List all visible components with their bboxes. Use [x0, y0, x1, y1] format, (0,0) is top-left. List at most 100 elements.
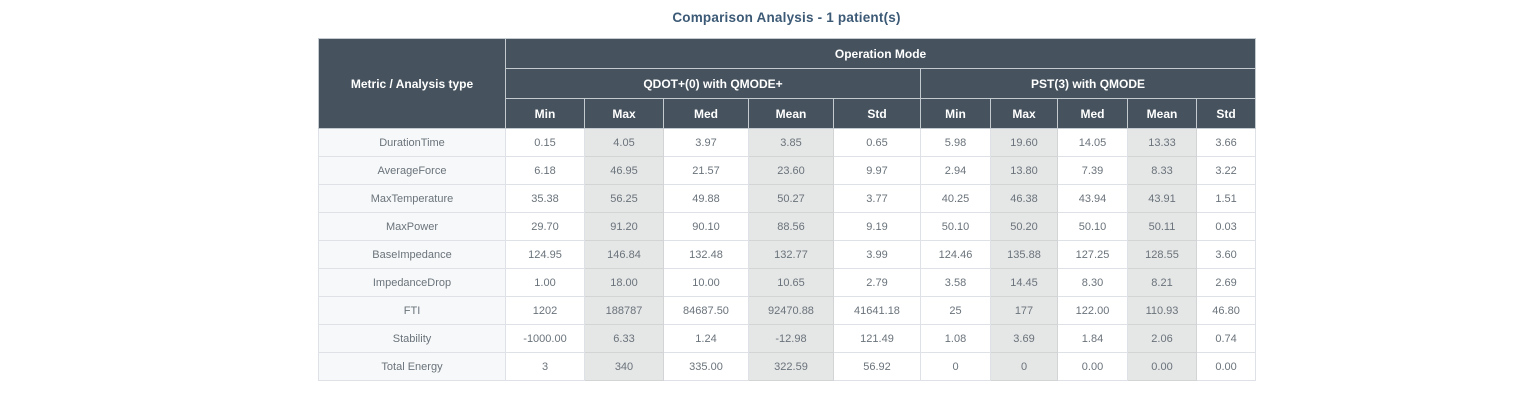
metric-label: BaseImpedance — [318, 240, 506, 269]
table-header: Metric / Analysis type Operation Mode QD… — [318, 38, 1257, 129]
stat-value-cell: 3.60 — [1195, 240, 1257, 269]
group-header-pst: PST(3) with QMODE — [919, 68, 1257, 99]
metric-label: MaxPower — [318, 212, 506, 241]
stat-value-cell: 3.66 — [1195, 128, 1257, 157]
stat-value-cell: 50.11 — [1127, 212, 1197, 241]
table-row: BaseImpedance 124.95 146.84 132.48 132.77 3.9… — [318, 240, 1257, 269]
stat-value-cell: 1.51 — [1195, 184, 1257, 213]
metric-label: Total Energy — [318, 352, 506, 381]
stat-value-cell: -1000.00 — [505, 324, 585, 353]
table-row: FTI 1202 188787 84687.50 92470.88 41641.18 25 1… — [318, 296, 1257, 325]
stat-value-cell: 13.33 — [1127, 128, 1197, 157]
stat-value-cell: 0.00 — [1057, 352, 1128, 381]
table-row: MaxTemperature 35.38 56.25 49.88 50.27 3.77 40… — [318, 184, 1257, 213]
stat-value-cell: 146.84 — [584, 240, 664, 269]
stat-value-cell: 177 — [990, 296, 1058, 325]
stat-value-cell: 91.20 — [584, 212, 664, 241]
stat-value-cell: 2.06 — [1127, 324, 1197, 353]
stat-value-cell: 49.88 — [663, 184, 749, 213]
stat-value-cell: 132.48 — [663, 240, 749, 269]
stat-value-cell: 3.58 — [920, 268, 991, 297]
stat-value-cell: 1.24 — [663, 324, 749, 353]
stat-value-cell: 56.92 — [833, 352, 921, 381]
stat-value-cell: 8.33 — [1127, 156, 1197, 185]
stat-value-cell: 335.00 — [663, 352, 749, 381]
stat-value-cell: 14.45 — [990, 268, 1058, 297]
stat-column-header: Min — [505, 98, 585, 129]
stat-value-cell: 3.77 — [833, 184, 921, 213]
stat-value-cell: 5.98 — [920, 128, 991, 157]
metric-label: DurationTime — [318, 128, 506, 157]
stat-value-cell: 122.00 — [1057, 296, 1128, 325]
stat-value-cell: 3.97 — [663, 128, 749, 157]
operation-mode-header: Operation Mode — [504, 38, 1257, 69]
stat-value-cell: 121.49 — [833, 324, 921, 353]
stat-value-cell: 0.03 — [1195, 212, 1257, 241]
stat-value-cell: 2.94 — [920, 156, 991, 185]
stat-value-cell: 7.39 — [1057, 156, 1128, 185]
stat-value-cell: 135.88 — [990, 240, 1058, 269]
metric-label: ImpedanceDrop — [318, 268, 506, 297]
stat-column-header: Med — [663, 98, 749, 129]
stat-column-header: Max — [990, 98, 1058, 129]
stat-value-cell: 9.19 — [833, 212, 921, 241]
stat-value-cell: 0.15 — [505, 128, 585, 157]
stat-value-cell: 10.00 — [663, 268, 749, 297]
comparison-table: Metric / Analysis type Operation Mode QD… — [318, 38, 1257, 381]
page-title: Comparison Analysis - 1 patient(s) — [672, 10, 901, 25]
stat-value-cell: 110.93 — [1127, 296, 1197, 325]
metric-label: MaxTemperature — [318, 184, 506, 213]
stat-value-cell: 322.59 — [748, 352, 834, 381]
stat-value-cell: 127.25 — [1057, 240, 1128, 269]
stat-value-cell: 8.30 — [1057, 268, 1128, 297]
stat-value-cell: 2.79 — [833, 268, 921, 297]
stat-value-cell: 0.65 — [833, 128, 921, 157]
stat-value-cell: 10.65 — [748, 268, 834, 297]
stat-value-cell: 3.99 — [833, 240, 921, 269]
stat-value-cell: 50.27 — [748, 184, 834, 213]
operation-mode-header-row: Metric / Analysis type Operation Mode — [318, 38, 1257, 129]
stat-value-cell: 92470.88 — [748, 296, 834, 325]
stat-value-cell: 84687.50 — [663, 296, 749, 325]
stat-value-cell: 50.10 — [1057, 212, 1128, 241]
table-row: DurationTime 0.15 4.05 3.97 3.85 0.65 5.98 19.6… — [318, 128, 1257, 157]
stat-value-cell: 0.74 — [1195, 324, 1257, 353]
stat-value-cell: 21.57 — [663, 156, 749, 185]
stat-value-cell: 4.05 — [584, 128, 664, 157]
stat-value-cell: 0 — [920, 352, 991, 381]
stat-value-cell: 1.84 — [1057, 324, 1128, 353]
stat-column-header: Mean — [748, 98, 834, 129]
stat-value-cell: 3.22 — [1195, 156, 1257, 185]
metric-label: FTI — [318, 296, 506, 325]
stat-value-cell: 25 — [920, 296, 991, 325]
stat-value-cell: 43.94 — [1057, 184, 1128, 213]
stat-value-cell: 50.10 — [920, 212, 991, 241]
stat-value-cell: 29.70 — [505, 212, 585, 241]
stat-value-cell: -12.98 — [748, 324, 834, 353]
stat-value-cell: 188787 — [584, 296, 664, 325]
stat-value-cell: 1.08 — [920, 324, 991, 353]
metric-label: Stability — [318, 324, 506, 353]
stat-value-cell: 0.00 — [1195, 352, 1257, 381]
stat-value-cell: 8.21 — [1127, 268, 1197, 297]
table-row: ImpedanceDrop 1.00 18.00 10.00 10.65 2.79 3.58… — [318, 268, 1257, 297]
table-body: DurationTime 0.15 4.05 3.97 3.85 0.65 5.98 19.6… — [318, 128, 1257, 381]
stat-column-header: Max — [584, 98, 664, 129]
stat-value-cell: 6.33 — [584, 324, 664, 353]
stat-value-cell: 2.69 — [1195, 268, 1257, 297]
stat-value-cell: 46.38 — [990, 184, 1058, 213]
stat-value-cell: 1202 — [505, 296, 585, 325]
stat-value-cell: 90.10 — [663, 212, 749, 241]
table-row: AverageForce 6.18 46.95 21.57 23.60 9.97 2.94 1… — [318, 156, 1257, 185]
group-header-qdot: QDOT+(0) with QMODE+ — [505, 68, 921, 99]
stat-value-cell: 128.55 — [1127, 240, 1197, 269]
stat-value-cell: 3 — [505, 352, 585, 381]
stat-value-cell: 50.20 — [990, 212, 1058, 241]
stat-value-cell: 0 — [990, 352, 1058, 381]
stat-value-cell: 46.95 — [584, 156, 664, 185]
stat-value-cell: 46.80 — [1195, 296, 1257, 325]
stat-value-cell: 19.60 — [990, 128, 1058, 157]
stat-column-header: Std — [1195, 98, 1257, 129]
metric-column-header: Metric / Analysis type — [318, 38, 506, 129]
stat-value-cell: 6.18 — [505, 156, 585, 185]
